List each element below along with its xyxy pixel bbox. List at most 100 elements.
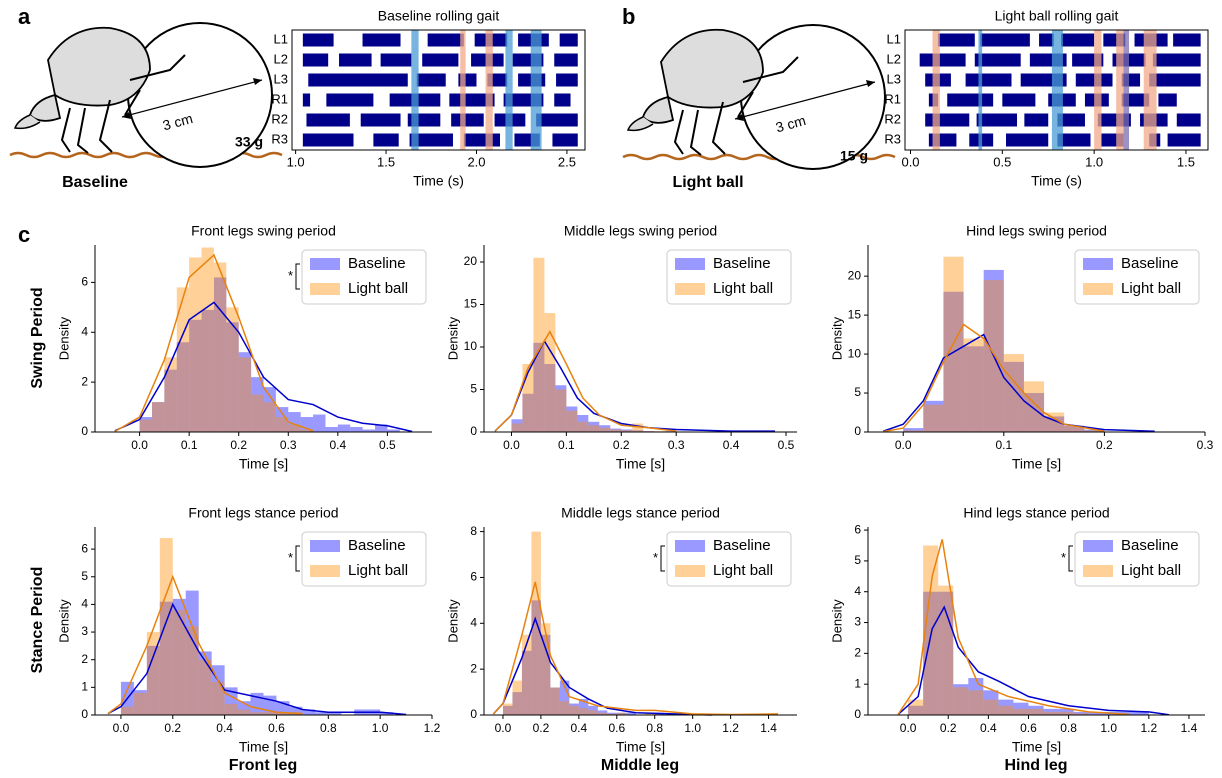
histogram-bar bbox=[511, 419, 523, 432]
stance-bar bbox=[925, 113, 970, 127]
histogram-bar bbox=[566, 410, 578, 432]
stance-bar bbox=[1176, 113, 1201, 127]
histogram-bar bbox=[1023, 393, 1045, 432]
histogram-bar bbox=[559, 680, 570, 715]
legend-box bbox=[301, 249, 427, 305]
legend-label: Baseline bbox=[1121, 537, 1179, 554]
y-tick-label: 5 bbox=[854, 553, 861, 567]
x-tick-label: 0.4 bbox=[980, 721, 997, 735]
histogram-bar bbox=[1058, 711, 1074, 715]
histogram-bar bbox=[139, 419, 152, 432]
histogram-bar bbox=[522, 393, 534, 432]
x-tick-label: 0.5 bbox=[379, 438, 396, 452]
legend-box bbox=[1074, 249, 1200, 305]
highlight-band bbox=[978, 30, 983, 150]
y-tick-label: 6 bbox=[854, 522, 861, 536]
histogram-bar bbox=[968, 678, 984, 715]
row-label: Swing Period bbox=[29, 287, 46, 388]
leg-label: R3 bbox=[884, 131, 901, 146]
stance-bar bbox=[965, 73, 1012, 87]
histogram-bar bbox=[938, 585, 954, 715]
legend-swatch bbox=[1083, 283, 1113, 295]
histogram-bar bbox=[599, 425, 611, 432]
legend-box bbox=[301, 531, 427, 587]
histogram-bar bbox=[146, 632, 160, 715]
histogram-bar bbox=[362, 429, 376, 432]
histogram-bar bbox=[550, 687, 560, 715]
histogram-bar bbox=[531, 600, 541, 715]
y-tick-label: 0 bbox=[81, 707, 88, 721]
legend-label: Baseline bbox=[1121, 255, 1179, 272]
histogram-bar bbox=[1118, 711, 1134, 715]
histogram-bar bbox=[288, 412, 301, 432]
x-tick-label: 2.0 bbox=[467, 154, 485, 169]
histogram-bar bbox=[1073, 711, 1089, 715]
x-tick-label: 0.2 bbox=[613, 438, 630, 452]
distance-label: 3 cm bbox=[774, 112, 807, 135]
histogram-bar bbox=[599, 427, 611, 432]
histogram-bar bbox=[1013, 702, 1029, 715]
histogram-bar bbox=[597, 710, 608, 715]
y-tick-label: 10 bbox=[464, 339, 478, 353]
histogram-bar bbox=[226, 322, 239, 432]
histogram-bar bbox=[588, 710, 598, 715]
x-tick-label: 0.6 bbox=[608, 721, 625, 735]
histogram-bar bbox=[578, 708, 589, 715]
histogram-bar bbox=[512, 692, 522, 715]
column-label: Front leg bbox=[229, 757, 297, 774]
stance-bar bbox=[1024, 113, 1049, 127]
histogram-bar bbox=[577, 415, 589, 432]
histogram-bar bbox=[1003, 354, 1024, 432]
density-line bbox=[107, 602, 407, 716]
histogram-bar bbox=[120, 706, 134, 715]
histogram-bar bbox=[607, 712, 617, 715]
x-tick-label: 0.0 bbox=[113, 721, 130, 735]
mass-label: 33 g bbox=[235, 134, 263, 150]
histogram-bar bbox=[626, 712, 636, 715]
column-label: Middle leg bbox=[601, 757, 679, 774]
histogram-bar bbox=[387, 429, 400, 432]
caption: Baseline bbox=[62, 174, 128, 191]
stance-bar bbox=[938, 33, 975, 47]
leg-label: R2 bbox=[271, 111, 288, 126]
leg-label: R2 bbox=[884, 111, 901, 126]
density-line bbox=[897, 539, 1129, 716]
distance-label: 3 cm bbox=[161, 110, 194, 133]
histogram-bar bbox=[569, 703, 579, 715]
x-tick-label: 0.2 bbox=[533, 721, 550, 735]
histogram-bar bbox=[610, 429, 622, 432]
significance-label: * bbox=[288, 550, 293, 565]
stance-bar bbox=[1057, 113, 1085, 127]
leg-label: L3 bbox=[887, 71, 901, 86]
histogram-bar bbox=[521, 650, 532, 715]
legend-label: Light ball bbox=[348, 280, 408, 297]
histogram-bar bbox=[213, 277, 227, 432]
x-tick-label: 0.8 bbox=[320, 721, 337, 735]
histogram-bar bbox=[1073, 713, 1089, 715]
y-tick-label: 6 bbox=[81, 275, 88, 289]
density-line bbox=[494, 330, 677, 432]
y-tick-label: 2 bbox=[854, 646, 861, 660]
x-tick-label: 1.0 bbox=[684, 721, 701, 735]
histogram-bar bbox=[250, 712, 264, 715]
legend-swatch bbox=[675, 258, 705, 270]
histogram-bar bbox=[302, 709, 316, 715]
x-tick-label: 2.5 bbox=[558, 154, 576, 169]
legend-label: Baseline bbox=[348, 537, 406, 554]
legend-swatch bbox=[310, 283, 340, 295]
histogram-bar bbox=[903, 430, 924, 432]
y-tick-label: 2 bbox=[81, 652, 88, 666]
legend-label: Light ball bbox=[713, 562, 773, 579]
histogram-bar bbox=[550, 687, 560, 715]
histogram-bar bbox=[185, 590, 199, 715]
y-tick-label: 0 bbox=[470, 424, 477, 438]
histogram-bar bbox=[224, 703, 238, 715]
histogram-bar bbox=[238, 352, 252, 432]
x-tick-label: 0.2 bbox=[1096, 438, 1113, 452]
x-tick-label: 1.0 bbox=[287, 154, 305, 169]
histogram-bar bbox=[1013, 708, 1029, 715]
x-tick-label: 0.3 bbox=[668, 438, 685, 452]
histogram-bar bbox=[176, 287, 190, 432]
x-tick-label: 1.5 bbox=[1177, 154, 1195, 169]
stance-bar bbox=[1158, 93, 1177, 107]
